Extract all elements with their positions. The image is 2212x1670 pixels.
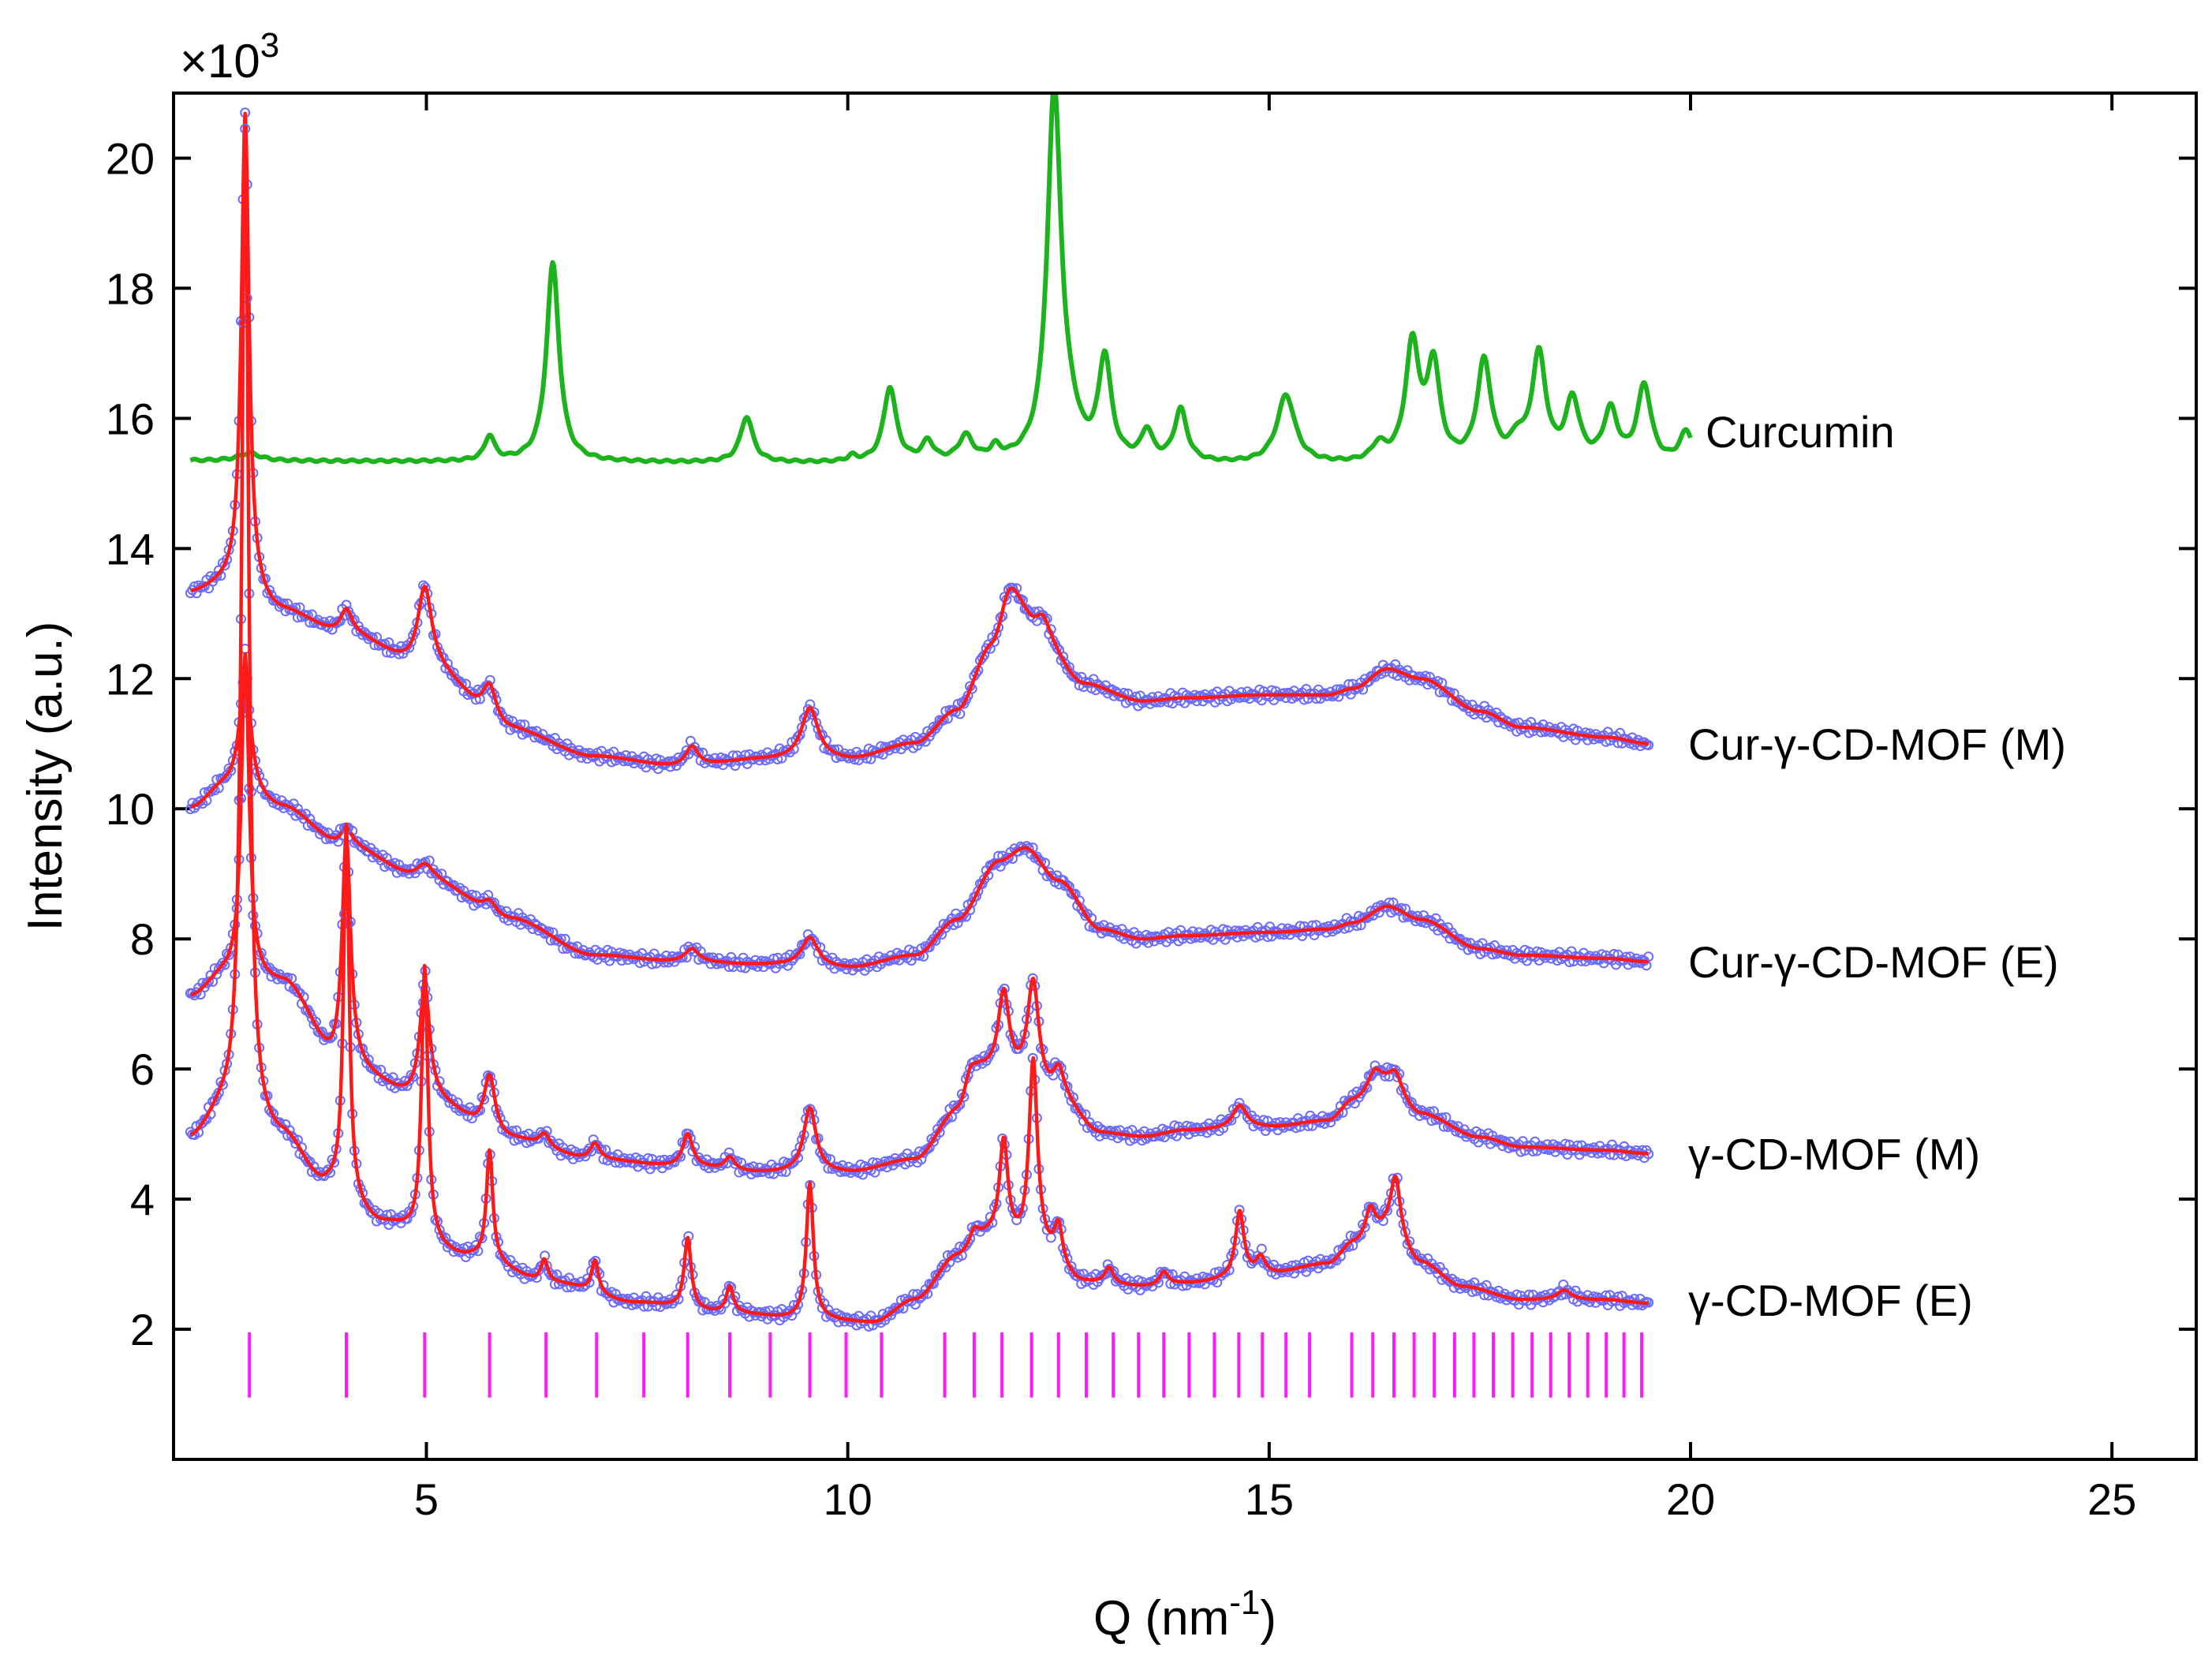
x-axis-title-text: Q (nm bbox=[1093, 1591, 1229, 1646]
observed-point bbox=[783, 745, 794, 756]
observed-point bbox=[201, 977, 212, 988]
x-tick-label: 20 bbox=[1666, 1474, 1715, 1524]
x-tick-label: 15 bbox=[1245, 1474, 1294, 1524]
observed-point bbox=[1274, 928, 1285, 940]
curcumin-line bbox=[189, 93, 1693, 465]
series-2 bbox=[185, 666, 1654, 976]
traces bbox=[185, 93, 1693, 1332]
observed-point bbox=[752, 1167, 763, 1178]
observed-point bbox=[207, 783, 219, 794]
series-1 bbox=[185, 107, 1654, 775]
observed-point bbox=[1022, 841, 1032, 852]
observed-point bbox=[671, 1152, 682, 1163]
y-tick-label: 14 bbox=[106, 524, 155, 573]
y-multiplier-base: ×10 bbox=[180, 35, 260, 88]
y-tick-label: 16 bbox=[106, 394, 155, 443]
y-tick-label: 10 bbox=[106, 784, 155, 834]
x-tick-label: 5 bbox=[414, 1474, 439, 1524]
series-3 bbox=[185, 644, 1654, 1180]
trace-label: γ-CD-MOF (E) bbox=[1688, 1276, 1973, 1325]
y-axis-title: Intensity (a.u.) bbox=[18, 622, 73, 932]
y-multiplier-exp: 3 bbox=[260, 26, 279, 65]
trace-label: Cur-γ-CD-MOF (E) bbox=[1688, 937, 2059, 987]
trace-label: γ-CD-MOF (M) bbox=[1688, 1129, 1980, 1179]
x-axis-title-sup: -1 bbox=[1229, 1583, 1260, 1622]
x-tick-label: 25 bbox=[2087, 1474, 2136, 1524]
trace-label: Curcumin bbox=[1706, 407, 1895, 457]
observed-point bbox=[217, 958, 228, 969]
observed-point bbox=[195, 796, 206, 806]
y-tick-label: 18 bbox=[106, 263, 155, 313]
fit-line bbox=[189, 111, 1650, 766]
observed-point bbox=[1033, 854, 1044, 865]
observed-point bbox=[1234, 693, 1245, 704]
x-tick-label: 10 bbox=[824, 1474, 872, 1524]
observed-point bbox=[1070, 671, 1081, 682]
observed-point bbox=[1052, 642, 1063, 653]
y-tick-label: 12 bbox=[106, 654, 155, 704]
trace-label: Cur-γ-CD-MOF (M) bbox=[1688, 719, 2066, 769]
observed-point bbox=[787, 1158, 798, 1169]
x-axis-title-close: ) bbox=[1260, 1591, 1276, 1646]
observed-point bbox=[204, 976, 214, 987]
observed-point bbox=[1062, 880, 1073, 891]
y-tick-label: 6 bbox=[130, 1044, 155, 1094]
observed-point bbox=[211, 570, 222, 581]
series-0 bbox=[189, 93, 1693, 465]
y-tick-label: 2 bbox=[130, 1305, 155, 1354]
observed-point bbox=[454, 676, 465, 687]
bragg-ticks bbox=[248, 1332, 1644, 1398]
y-tick-label: 8 bbox=[130, 914, 155, 964]
axis-ticks bbox=[174, 93, 2196, 1459]
y-tick-label: 4 bbox=[130, 1175, 155, 1224]
observed-point bbox=[790, 949, 801, 960]
fit-line bbox=[189, 669, 1650, 969]
observed-point bbox=[432, 869, 443, 880]
y-tick-label: 20 bbox=[106, 133, 155, 183]
observed-point bbox=[582, 1145, 592, 1156]
